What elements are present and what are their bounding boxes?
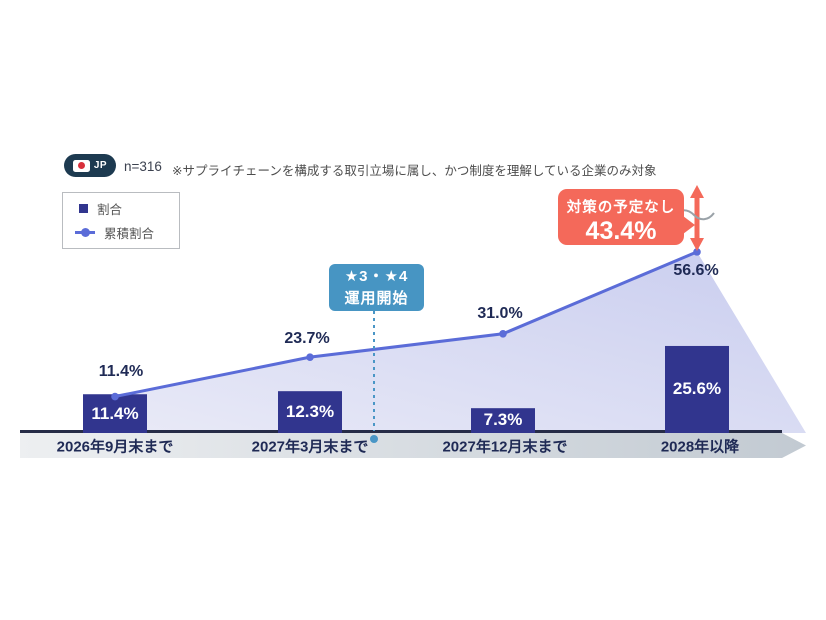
legend: 割合 累積割合 <box>62 192 180 249</box>
bar-value-label: 11.4% <box>91 404 139 423</box>
footnote: ※サプライチェーンを構成する取引立場に属し、かつ制度を理解している企業のみ対象 <box>172 164 657 178</box>
legend-item-bar: 割合 <box>75 199 179 218</box>
bar-value-label: 7.3% <box>483 410 523 429</box>
x-axis-label: 2026年9月末まで <box>56 438 174 456</box>
bar-value-label: 12.3% <box>285 402 335 421</box>
japan-flag-icon <box>72 159 90 172</box>
line-value-label: 23.7% <box>284 330 330 347</box>
legend-item-line: 累積割合 <box>75 223 179 242</box>
legend-label-bar: 割合 <box>97 203 123 217</box>
x-axis-label: 2028年以降 <box>660 438 740 456</box>
legend-label-line: 累積割合 <box>104 227 155 241</box>
no-plan-callout: 対策の予定なし 43.4% <box>558 189 695 245</box>
x-axis-label: 2027年12月末まで <box>442 438 568 456</box>
sample-size: n=316 <box>124 159 162 174</box>
country-badge: JP <box>64 154 116 177</box>
x-axis-label: 2027年3月末まで <box>251 438 369 456</box>
bar-marker-icon <box>79 204 88 213</box>
bar-value-label: 25.6% <box>672 379 722 398</box>
line-value-label: 56.6% <box>673 262 719 279</box>
callout-title: 対策の予定なし <box>566 200 676 216</box>
callout-value: 43.4% <box>585 217 657 245</box>
milestone-line2: 運用開始 <box>344 289 409 307</box>
milestone-box: ★3・★4 運用開始 <box>329 264 424 311</box>
callout-pointer-icon <box>683 216 695 234</box>
line-value-label: 11.4% <box>98 363 144 380</box>
country-badge-label: JP <box>93 160 108 171</box>
line-value-label: 31.0% <box>477 305 523 322</box>
line-marker-icon <box>75 228 95 237</box>
milestone-line1: ★3・★4 <box>344 267 409 285</box>
